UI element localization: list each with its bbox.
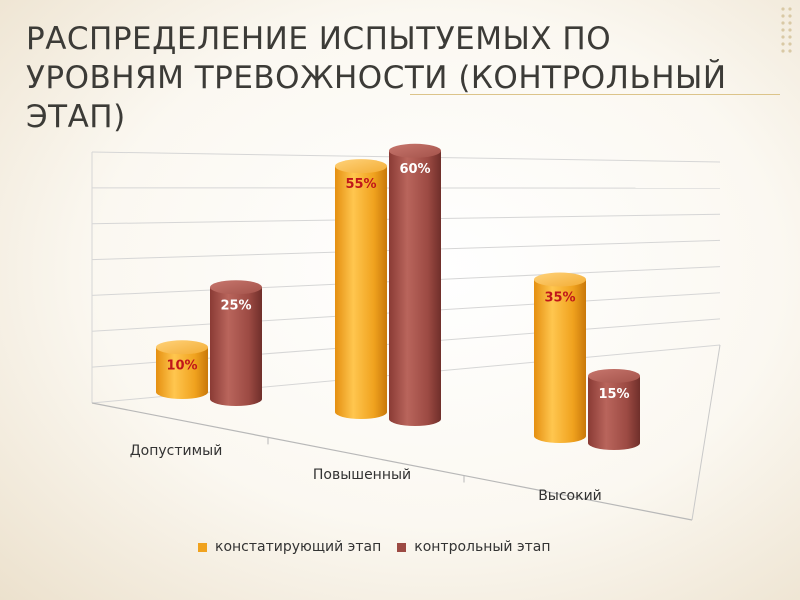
- bar-top: [588, 368, 640, 383]
- x-axis-line: [91, 402, 693, 521]
- floor-edge: [691, 344, 721, 521]
- x-tick-label: Высокий: [538, 488, 602, 504]
- bar-top: [534, 272, 586, 287]
- bar-group: 35%: [534, 272, 586, 443]
- slide-title: Распределение испытуемых по уровням трев…: [26, 21, 727, 135]
- legend-label: констатирующий этап: [215, 539, 382, 555]
- data-label: 15%: [598, 387, 629, 402]
- data-label: 25%: [220, 298, 251, 313]
- legend-item-series-b: контрольный этап: [397, 539, 551, 555]
- bar: [156, 347, 208, 399]
- data-label: 55%: [345, 177, 376, 192]
- x-tick-label: Повышенный: [313, 467, 411, 483]
- bar: [534, 279, 586, 443]
- bar-group: 25%: [210, 280, 262, 406]
- data-label: 60%: [399, 162, 430, 177]
- legend-item-series-a: констатирующий этап: [198, 539, 381, 555]
- data-label: 10%: [166, 358, 197, 373]
- bar-group: 15%: [588, 368, 640, 450]
- bar-top: [156, 340, 208, 355]
- legend-label: контрольный этап: [414, 539, 551, 555]
- bar: [389, 150, 441, 426]
- bar: [588, 375, 640, 450]
- bar-top: [210, 280, 262, 295]
- title-divider: [410, 94, 780, 95]
- chart-legend: констатирующий этап контрольный этап: [198, 539, 551, 555]
- legend-swatch-orange: [198, 542, 207, 552]
- bar-group: 55%: [335, 159, 387, 419]
- data-label: 35%: [544, 291, 575, 306]
- x-tick-label: Допустимый: [130, 443, 223, 459]
- legend-swatch-brown: [397, 542, 407, 552]
- corner-dots-decoration: [781, 7, 792, 53]
- bar: [210, 287, 262, 406]
- bar-top: [335, 159, 387, 174]
- bar: [335, 166, 387, 419]
- bar-group: 10%: [156, 340, 208, 399]
- bar-top: [389, 143, 441, 158]
- bar-group: 60%: [389, 143, 441, 426]
